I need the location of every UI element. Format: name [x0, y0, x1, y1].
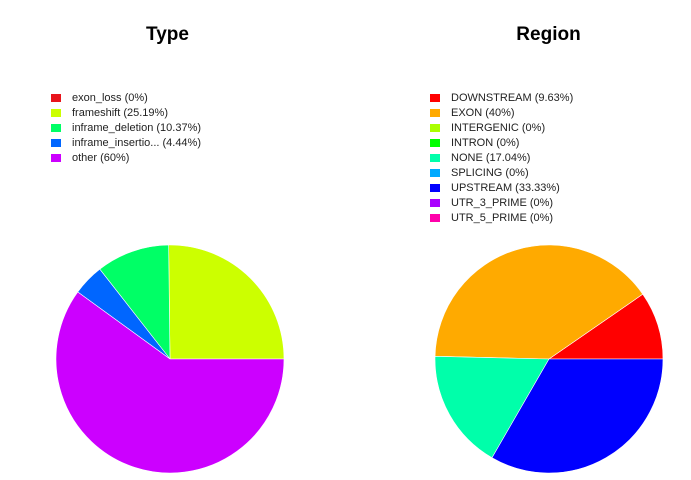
legend-label-other: other (60%)	[72, 151, 130, 164]
type-pie-chart	[55, 244, 285, 474]
type-legend: exon_loss (0%) frameshift (25.19%) inframe…	[51, 90, 201, 165]
legend-swatch-intergenic	[430, 123, 440, 132]
legend-label-inframe-deletion: inframe_deletion (10.37%)	[72, 121, 202, 134]
type-pie-slice-inframe-deletion	[99, 244, 171, 360]
legend-item-other: other (60%)	[51, 150, 201, 165]
legend-item-frameshift: frameshift (25.19%)	[51, 105, 201, 120]
legend-swatch-upstream	[430, 183, 440, 192]
legend-swatch-frameshift	[51, 108, 61, 117]
region-pie-chart	[434, 244, 664, 474]
legend-label-downstream: DOWNSTREAM (9.63%)	[451, 91, 574, 104]
legend-item-intron: INTRON (0%)	[430, 135, 573, 150]
legend-item-none: NONE (17.04%)	[430, 150, 573, 165]
region-pie-slice-exon	[434, 244, 644, 360]
legend-item-exon: EXON (40%)	[430, 105, 573, 120]
legend-label-splicing: SPLICING (0%)	[451, 166, 529, 179]
legend-swatch-splicing	[430, 168, 440, 177]
legend-swatch-exon-loss	[51, 93, 61, 102]
legend-item-upstream: UPSTREAM (33.33%)	[430, 180, 573, 195]
legend-label-intergenic: INTERGENIC (0%)	[451, 121, 546, 134]
type-pie-slice-other	[55, 291, 285, 474]
type-chart-panel: Type exon_loss (0%) frameshift (25.19%) in…	[0, 0, 345, 480]
legend-item-inframe-deletion: inframe_deletion (10.37%)	[51, 120, 201, 135]
type-chart-title: Type	[146, 24, 189, 45]
legend-swatch-utr-3-prime	[430, 198, 440, 207]
legend-swatch-intron	[430, 138, 440, 147]
legend-label-intron: INTRON (0%)	[451, 136, 520, 149]
legend-swatch-other	[51, 153, 61, 162]
legend-swatch-exon	[430, 108, 440, 117]
region-chart-title: Region	[516, 24, 581, 45]
legend-item-intergenic: INTERGENIC (0%)	[430, 120, 573, 135]
legend-swatch-inframe-insertio	[51, 138, 61, 147]
legend-label-inframe-insertio: inframe_insertio... (4.44%)	[72, 136, 201, 149]
legend-item-exon-loss: exon_loss (0%)	[51, 90, 201, 105]
legend-swatch-downstream	[430, 93, 440, 102]
region-pie-slice-none	[434, 356, 550, 459]
legend-label-exon: EXON (40%)	[451, 106, 515, 119]
legend-item-utr-3-prime: UTR_3_PRIME (0%)	[430, 195, 573, 210]
legend-label-frameshift: frameshift (25.19%)	[72, 106, 168, 119]
region-chart-panel: Region DOWNSTREAM (9.63%) EXON (40%) INTER…	[346, 0, 691, 480]
region-legend: DOWNSTREAM (9.63%) EXON (40%) INTERGENIC (…	[430, 90, 573, 225]
legend-item-inframe-insertio: inframe_insertio... (4.44%)	[51, 135, 201, 150]
legend-item-downstream: DOWNSTREAM (9.63%)	[430, 90, 573, 105]
legend-item-utr-5-prime: UTR_5_PRIME (0%)	[430, 210, 573, 225]
legend-swatch-inframe-deletion	[51, 123, 61, 132]
legend-label-utr-3-prime: UTR_3_PRIME (0%)	[451, 196, 554, 209]
legend-label-exon-loss: exon_loss (0%)	[72, 91, 148, 104]
legend-item-splicing: SPLICING (0%)	[430, 165, 573, 180]
legend-swatch-utr-5-prime	[430, 213, 440, 222]
legend-label-none: NONE (17.04%)	[451, 151, 531, 164]
legend-label-utr-5-prime: UTR_5_PRIME (0%)	[451, 211, 554, 224]
region-pie-slice-upstream	[491, 358, 664, 474]
legend-swatch-none	[430, 153, 440, 162]
type-pie-slice-frameshift	[168, 244, 285, 360]
legend-label-upstream: UPSTREAM (33.33%)	[451, 181, 560, 194]
